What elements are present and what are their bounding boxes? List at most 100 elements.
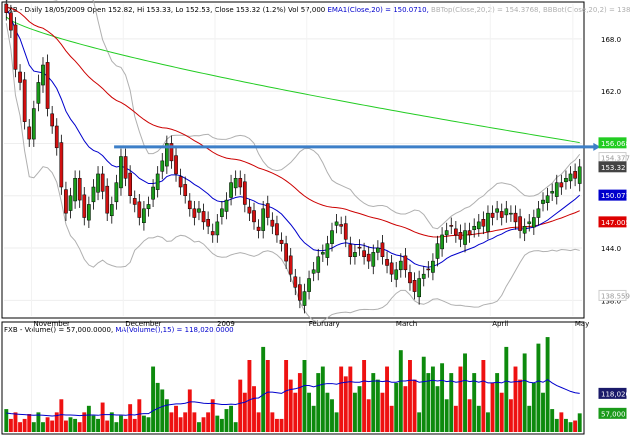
candle-body [100,173,105,192]
value-tag-box [598,137,627,149]
candle-body [371,252,376,267]
volume-bar [357,386,362,432]
candle-body [275,223,279,236]
volume-bar [238,379,243,432]
y-tick-label: 138.0 [601,297,621,305]
volume-bar [481,360,486,432]
title-part: EMA1(Close,20) = 150.0710, [325,6,429,14]
volume-bar [174,405,178,432]
value-tag-label: 138.559 [601,292,630,300]
candle-body [545,195,550,203]
candle-body [298,284,302,301]
volume-bar [265,360,270,432]
x-tick-label: 2009 [217,320,235,328]
candle-body [270,219,275,227]
candle-body [215,221,220,236]
ema-long-line [5,16,580,144]
volume-bar [453,405,458,432]
ema50-line [6,6,580,238]
candle-body [431,260,435,273]
candle-body [353,252,357,257]
volume-bar [8,418,13,432]
value-tag-label: 118,020 [601,390,630,398]
title-part: FXB - Volume() = 57,000.0000, [4,326,113,334]
candle-body [279,239,284,244]
value-tag-label: 153.32 [601,164,626,172]
volume-ma15-line [6,379,580,417]
candle-body [550,191,555,194]
x-tick-label: December [125,320,161,328]
candle-body [499,211,504,218]
candle-body [541,199,545,204]
volume-bar [389,405,394,432]
volume-bar [394,382,399,432]
candle-body [307,278,311,292]
candle-body [412,280,417,292]
candle-body [50,113,55,127]
volume-bar [311,405,316,432]
candle-body [559,182,564,188]
y-tick-label: 168.0 [601,36,621,44]
x-axis-labels: November December 2009 February March April Ma… [34,320,590,328]
candle-body [54,125,59,149]
volume-bar [73,418,78,432]
value-tag-label: 156.068 [601,140,630,148]
volume-bar [375,379,380,432]
volume-bar [458,366,463,432]
volume-bar [417,412,422,432]
volume-bar [54,412,59,432]
candle-body [394,269,399,280]
candle-body [238,178,243,188]
volume-bar [449,373,454,432]
volume-bar [137,399,142,432]
candle-body [495,208,499,213]
value-tag-box [598,189,627,201]
candle-body [435,243,440,259]
volume-bar [22,418,27,432]
candle-body [146,204,151,210]
candle-body [288,255,293,275]
candle-body [220,208,224,217]
volume-bar [316,373,321,432]
price-panel-title: FXB - Daily 18/05/2009 Open 152.82, Hi 1… [4,6,630,14]
volume-gridlines [31,324,574,432]
x-tick-label: March [396,320,417,328]
candle-body [242,181,247,205]
volume-bar [210,399,215,432]
candle-body [293,276,298,288]
volume-bar [247,360,252,432]
volume-ma-line [6,379,580,417]
candle-body [64,189,68,214]
candle-body [284,243,288,262]
value-tag-box [598,289,627,301]
volume-bar [27,414,32,432]
volume-bar [233,422,238,432]
volume-bar [141,415,146,432]
candle-body [343,223,348,240]
candle-body [385,259,389,266]
candle-body [210,231,215,236]
volume-bar [559,412,564,432]
volume-bar [59,399,64,432]
candle-body [224,199,229,212]
volume-bar [155,382,160,432]
volume-bar [531,382,536,432]
title-part: FXB - Daily 18/05/2009 Open 152.82, Hi 1… [4,6,325,14]
volume-bar [242,392,247,432]
volume-bar [169,412,174,432]
volume-bar [444,399,449,432]
candle-body [178,176,183,188]
volume-bar [467,399,472,432]
volume-bar [187,389,192,432]
y-tick-label: 162.0 [601,88,621,96]
candle-body [527,221,532,224]
volume-bar [31,422,36,432]
volume-bar [334,412,339,432]
volume-bar [279,418,284,432]
candle-body [247,206,252,214]
volume-bar [385,366,389,432]
candle-body [302,291,307,306]
candle-body [316,256,321,273]
value-tag-label: 147.005 [601,219,630,227]
